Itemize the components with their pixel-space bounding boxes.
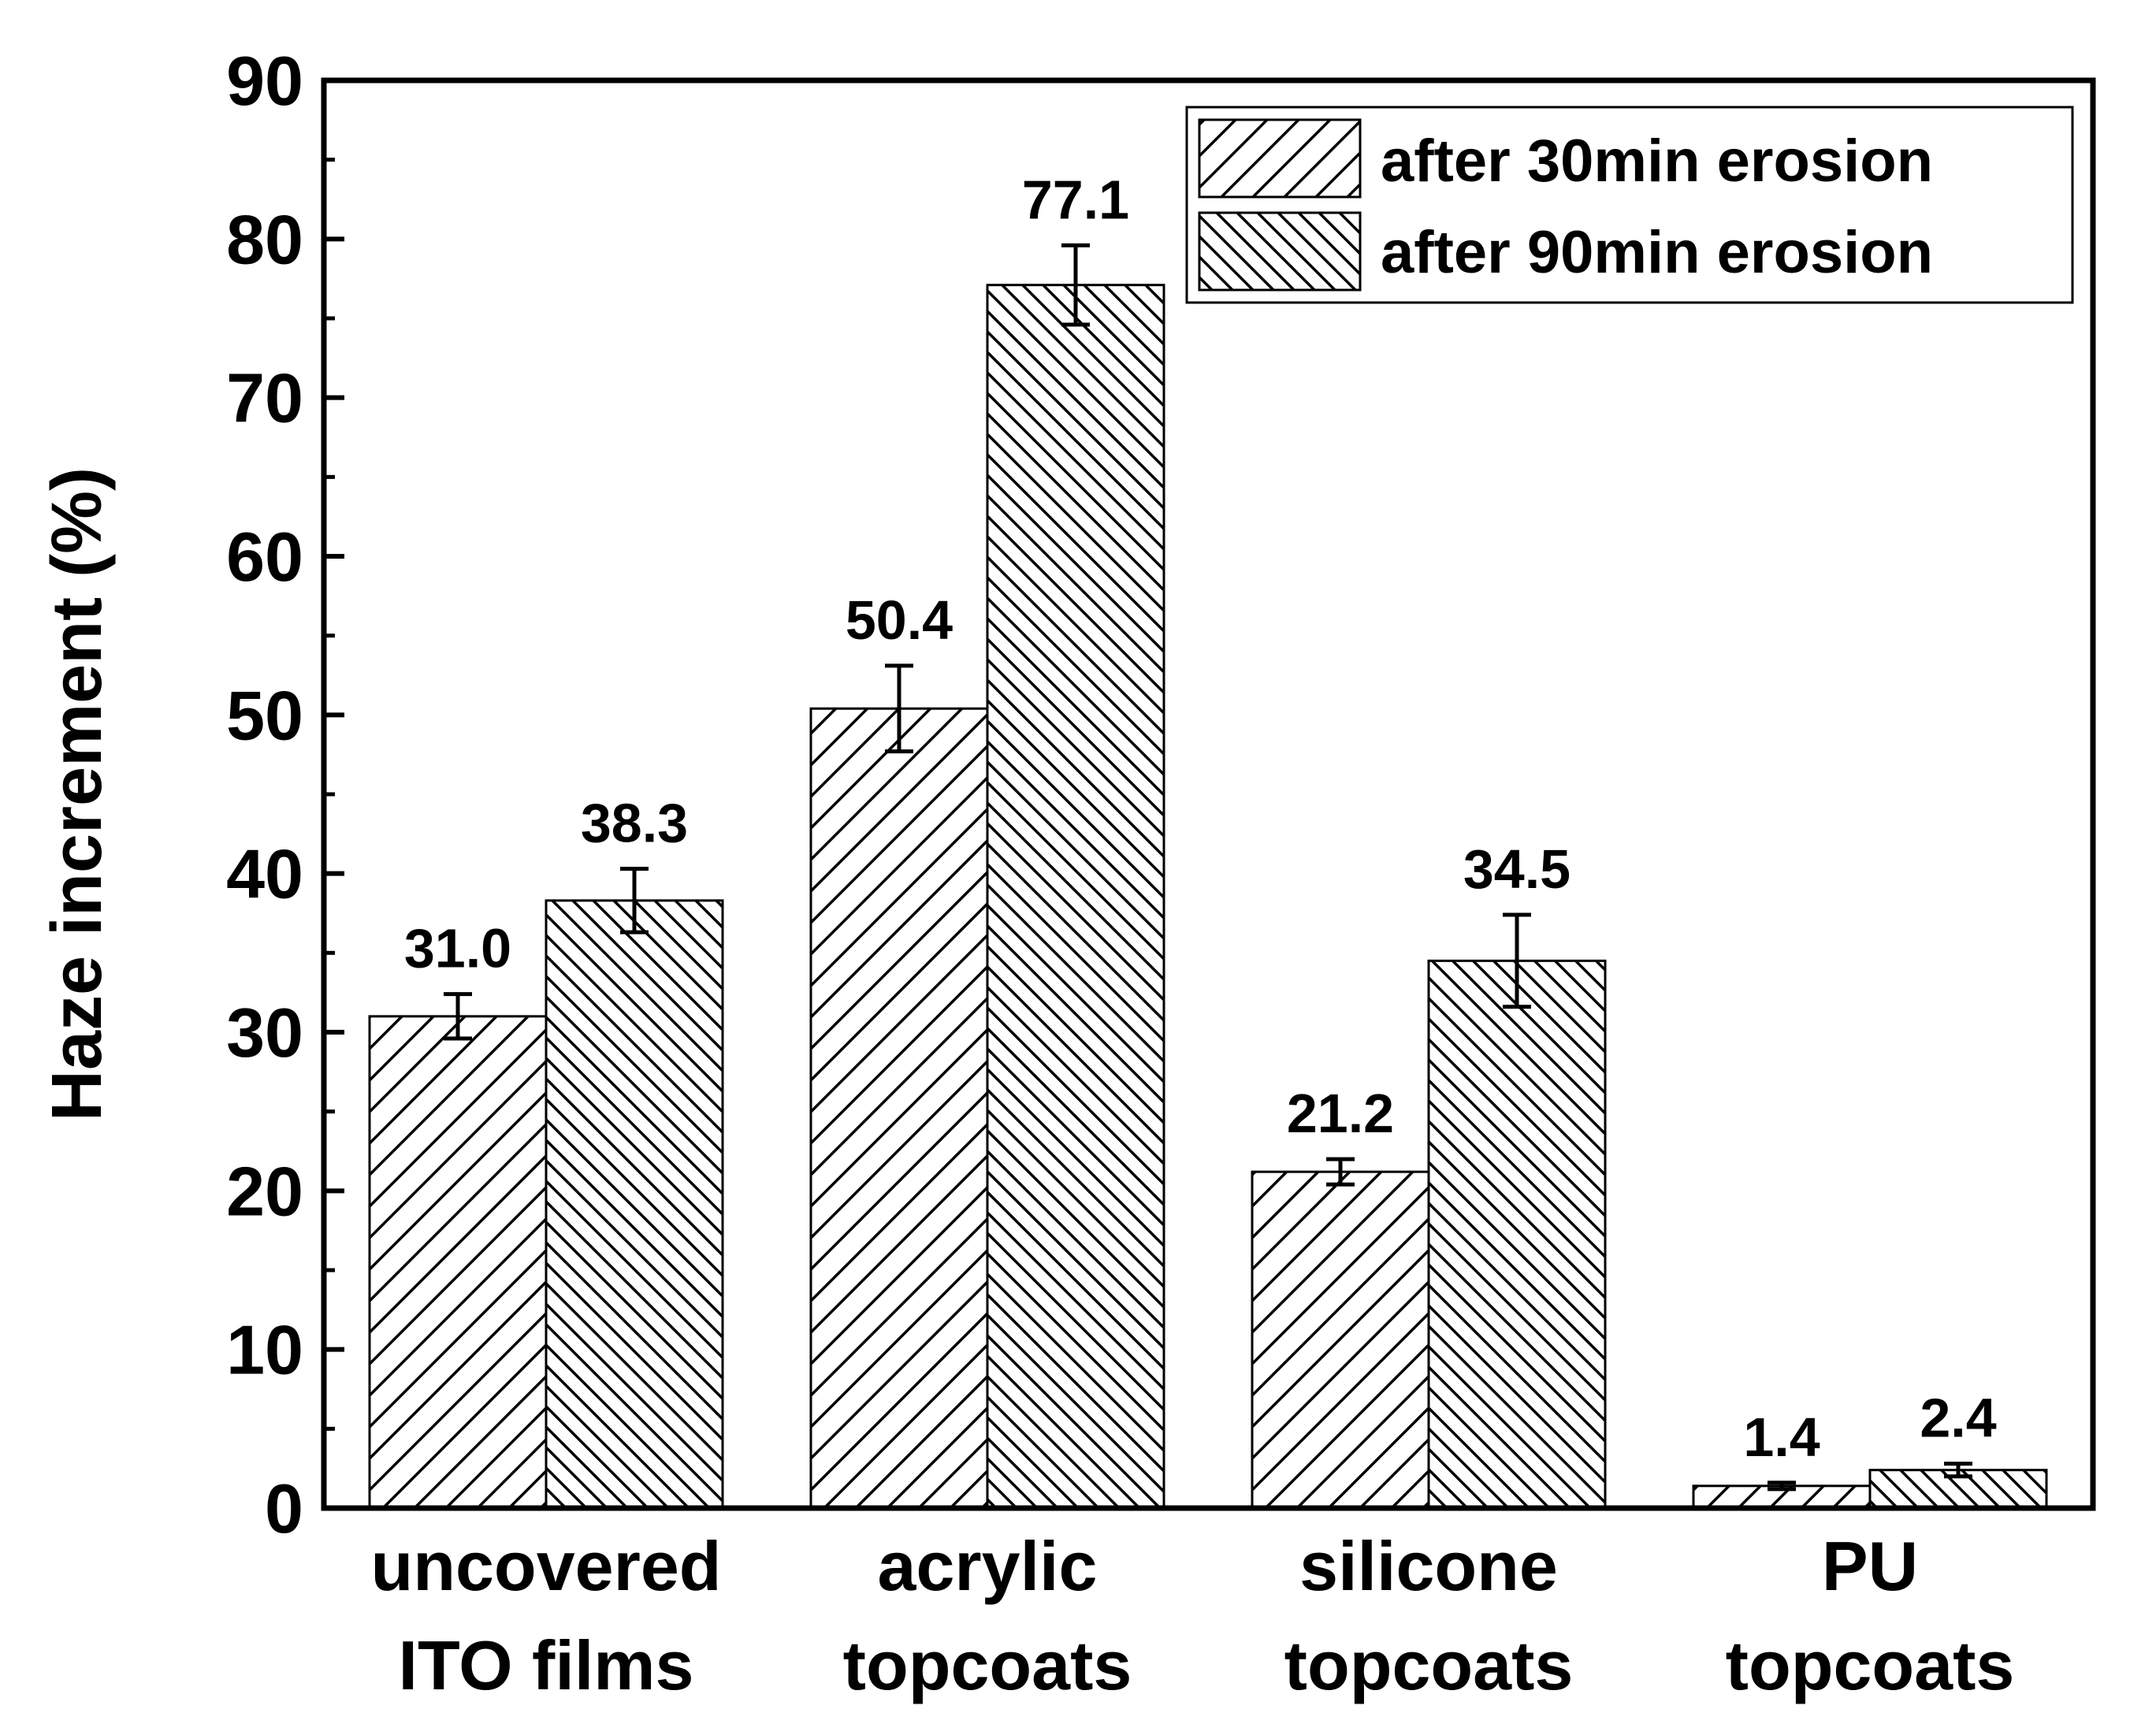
bar-series-2-cat-3: [1427, 959, 1607, 1510]
y-tick-label: 80: [226, 200, 303, 278]
y-axis-title: Haze increment (%): [38, 467, 117, 1121]
value-label-series-1-cat-3: 21.2: [1287, 1083, 1394, 1144]
y-tick-label: 40: [226, 835, 303, 913]
y-tick-label: 10: [226, 1311, 303, 1389]
bar-series-2-cat-2: [986, 284, 1165, 1510]
x-axis-category-labels: uncovered ITO films acrylic topcoats silicon…: [370, 1527, 2014, 1704]
bar-series-1-cat-3: [1251, 1170, 1430, 1510]
x-category-label: acrylic: [878, 1527, 1098, 1605]
error-bars-group: [444, 243, 1972, 1492]
value-label-series-2-cat-3: 34.5: [1463, 838, 1571, 900]
y-tick-label: 70: [226, 359, 303, 437]
x-category-label: topcoats: [1284, 1626, 1574, 1704]
value-labels-group: 31.0 50.4 21.2 1.4 38.3 77.1 34.5 2.4: [404, 169, 1997, 1467]
bar-series-1-cat-2: [809, 707, 989, 1510]
value-label-series-1-cat-4: 1.4: [1743, 1406, 1820, 1468]
value-label-series-1-cat-2: 50.4: [846, 589, 953, 651]
x-category-label: ITO films: [399, 1626, 694, 1704]
y-tick-label: 20: [226, 1152, 303, 1230]
y-tick-label: 0: [265, 1469, 303, 1548]
bar-series-2-cat-1: [545, 899, 724, 1510]
y-tick-label: 90: [226, 42, 303, 120]
y-tick-label: 50: [226, 676, 303, 754]
y-axis-ticks: [324, 78, 344, 1510]
bar-series-1-cat-1: [368, 1015, 548, 1510]
y-tick-label: 30: [226, 994, 303, 1072]
y-tick-label: 60: [226, 518, 303, 596]
x-category-label: topcoats: [1726, 1626, 2015, 1704]
value-label-series-2-cat-2: 77.1: [1022, 169, 1129, 230]
x-category-label: silicone: [1299, 1527, 1558, 1605]
x-category-label: topcoats: [843, 1626, 1132, 1704]
value-label-series-1-cat-1: 31.0: [404, 918, 511, 979]
x-category-label: uncovered: [370, 1527, 721, 1605]
x-category-label: PU: [1822, 1527, 1918, 1605]
y-axis-tick-labels: 0 10 20 30 40 50 60 70 80 90: [226, 42, 303, 1548]
value-label-series-2-cat-1: 38.3: [581, 793, 688, 854]
legend-swatch-series-2: [1198, 211, 1362, 292]
value-label-series-2-cat-4: 2.4: [1920, 1388, 1996, 1449]
legend: after 30min erosion after 90min erosion: [1185, 106, 2074, 304]
bars-group: [368, 284, 2048, 1510]
legend-swatch-series-1: [1198, 118, 1362, 199]
legend-label-series-2: after 90min erosion: [1381, 219, 1933, 286]
legend-label-series-1: after 30min erosion: [1381, 128, 1933, 195]
